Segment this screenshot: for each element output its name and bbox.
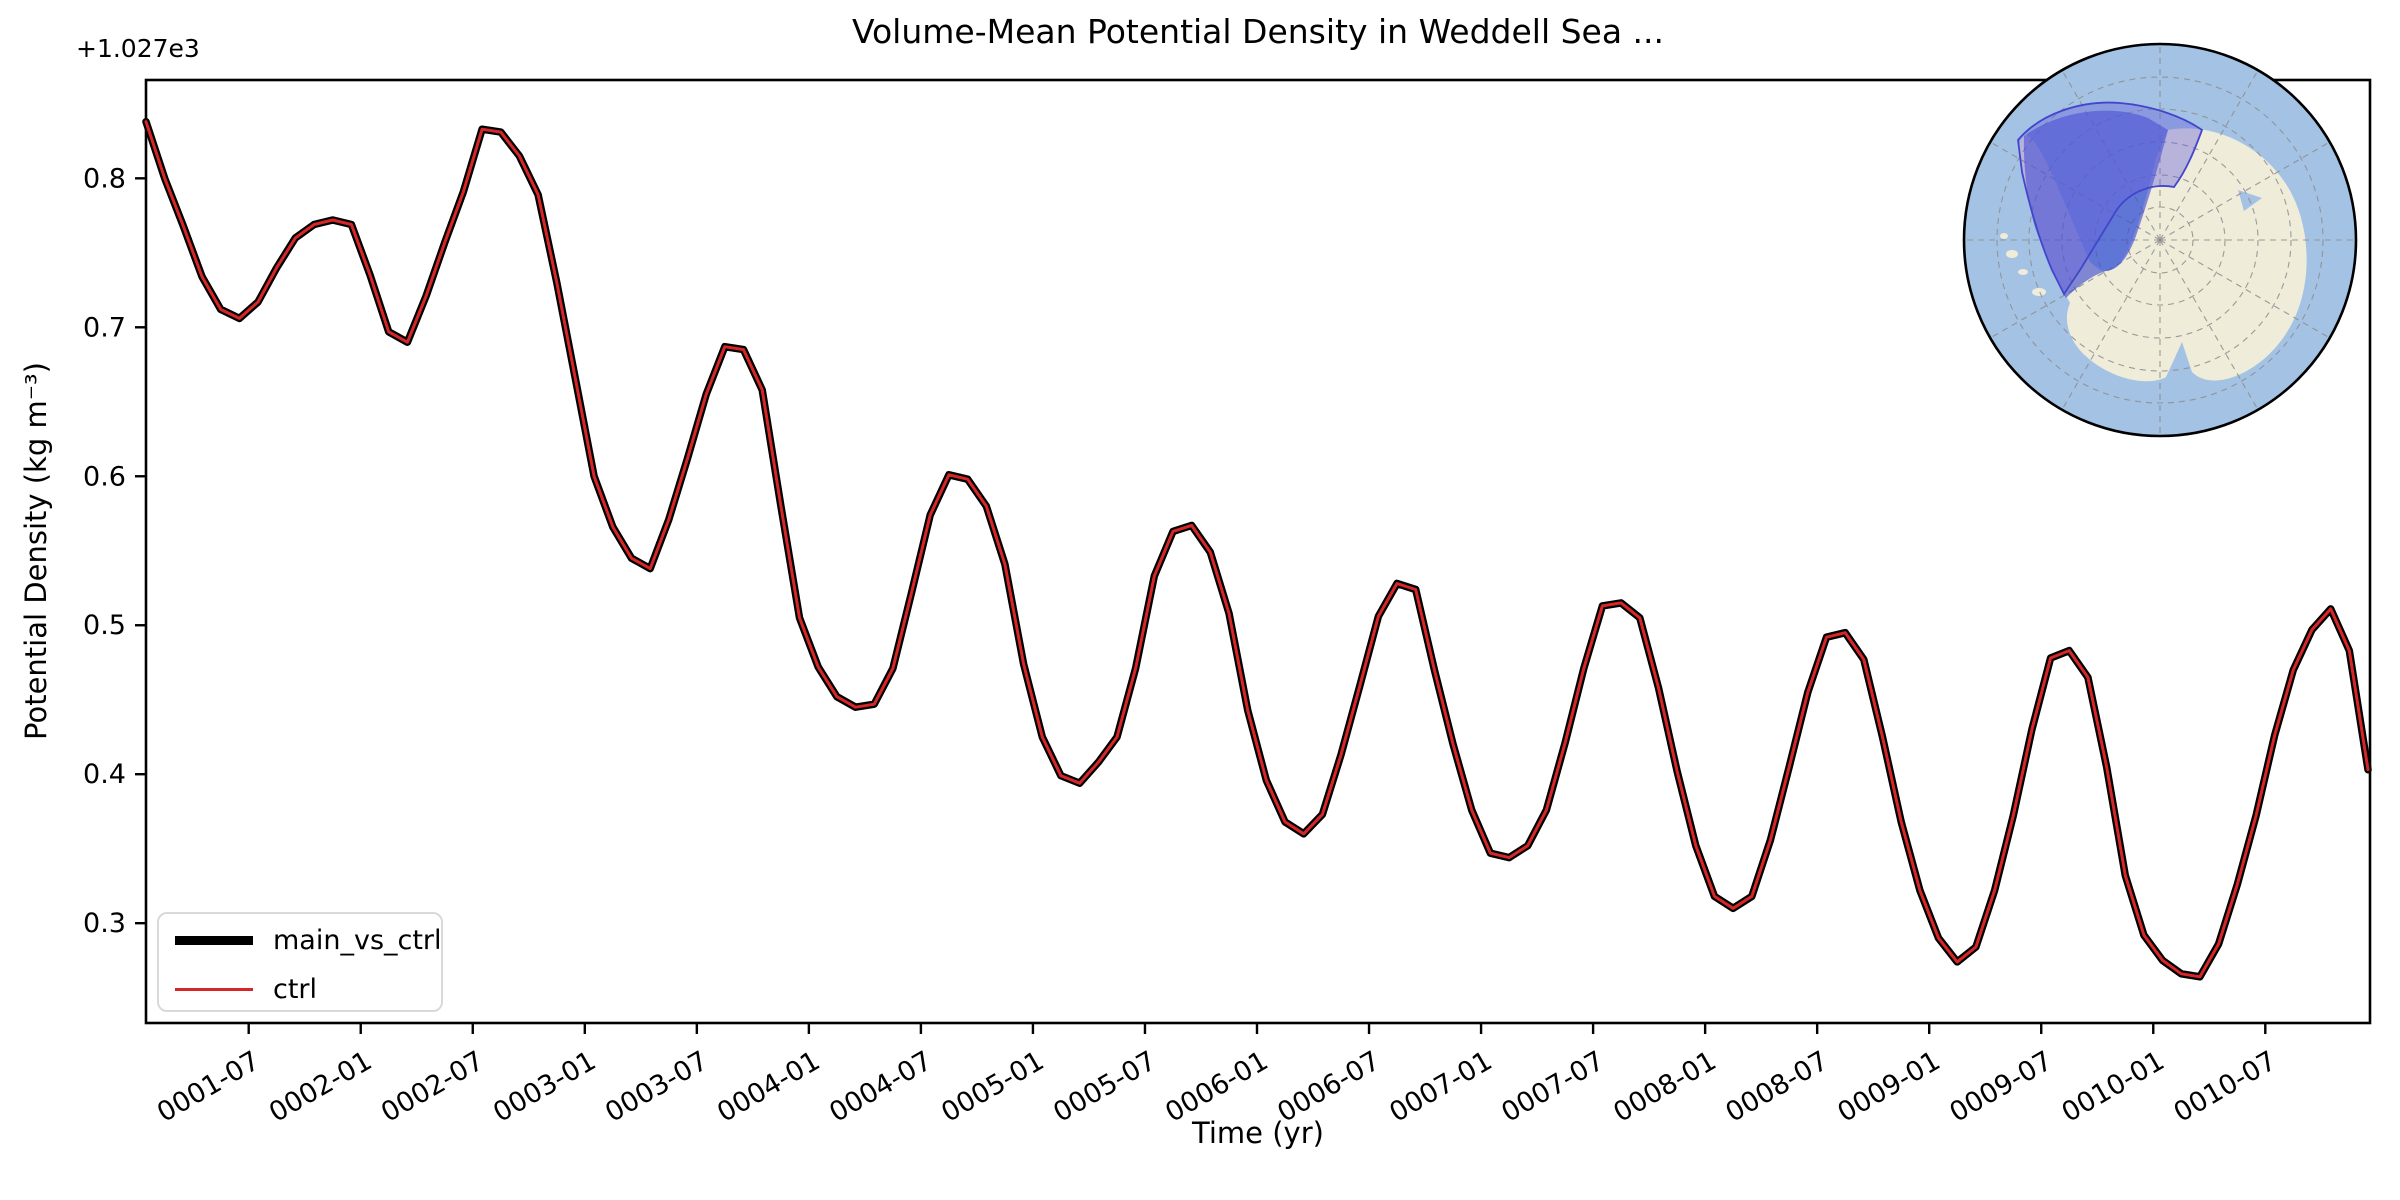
chart-title: Volume-Mean Potential Density in Weddell… <box>851 12 1665 51</box>
island <box>2018 269 2028 275</box>
svg-text:0.7: 0.7 <box>83 312 126 343</box>
svg-text:0.3: 0.3 <box>83 908 126 939</box>
legend-line-swatch-main <box>175 935 253 945</box>
data-series-lines <box>142 117 2372 981</box>
svg-text:0.5: 0.5 <box>83 610 126 641</box>
weddell-sea-region <box>2023 110 2168 299</box>
antarctica-landmass <box>2019 128 2307 382</box>
svg-text:0.6: 0.6 <box>83 461 126 492</box>
legend-label: ctrl <box>273 973 318 1005</box>
legend: main_vs_ctrl ctrl <box>157 912 443 1012</box>
y-axis-ticks: 0.3 0.4 0.5 0.6 0.7 0.8 <box>83 163 146 939</box>
svg-text:0.8: 0.8 <box>83 163 126 194</box>
antarctica-inset-map <box>1962 42 2358 438</box>
island <box>2032 288 2046 296</box>
legend-label: main_vs_ctrl <box>273 924 442 956</box>
y-axis-label: Potential Density (kg m⁻³) <box>19 362 53 740</box>
island <box>2000 233 2008 239</box>
x-axis-label: Time (yr) <box>1192 1116 1324 1150</box>
island <box>2006 250 2018 258</box>
weddell-sector-overlay <box>2017 101 2204 296</box>
map-circular-border <box>1962 42 2358 438</box>
legend-item-ctrl: ctrl <box>159 966 441 1012</box>
svg-text:0.4: 0.4 <box>83 759 126 790</box>
y-axis-offset-text: +1.027e3 <box>76 34 200 63</box>
legend-line-swatch-ctrl <box>175 987 253 991</box>
legend-item-main-vs-ctrl: main_vs_ctrl <box>159 917 442 963</box>
x-axis-ticks: 0001-070002-010002-070003-010003-070004-… <box>152 1023 2282 1129</box>
